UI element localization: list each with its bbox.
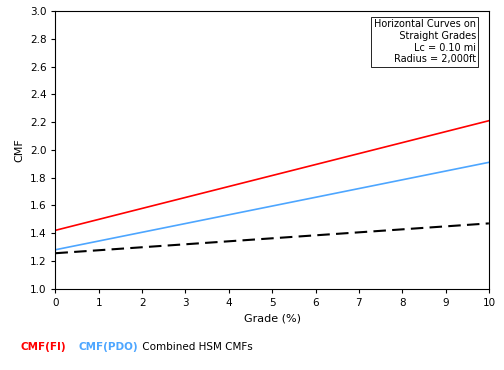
Text: Horizontal Curves on
   Straight Grades
Lc = 0.10 mi
Radius = 2,000ft: Horizontal Curves on Straight Grades Lc …: [374, 19, 476, 64]
Y-axis label: CMF: CMF: [14, 138, 24, 162]
Text: Combined HSM CMFs: Combined HSM CMFs: [139, 342, 253, 351]
Text: CMF(PDO): CMF(PDO): [78, 342, 138, 351]
Text: CMF(FI): CMF(FI): [20, 342, 66, 351]
X-axis label: Grade (%): Grade (%): [243, 313, 301, 323]
